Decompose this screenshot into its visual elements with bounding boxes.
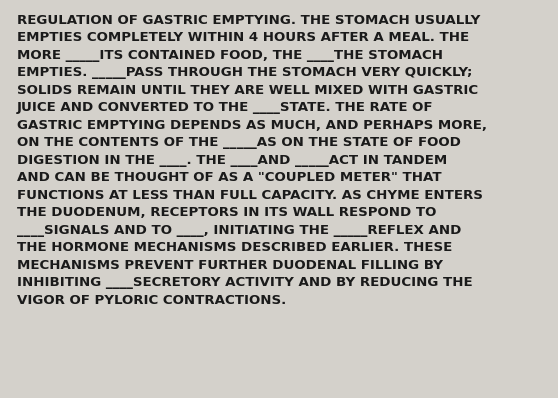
Text: REGULATION OF GASTRIC EMPTYING. THE STOMACH USUALLY
EMPTIES COMPLETELY WITHIN 4 : REGULATION OF GASTRIC EMPTYING. THE STOM… — [17, 14, 487, 307]
